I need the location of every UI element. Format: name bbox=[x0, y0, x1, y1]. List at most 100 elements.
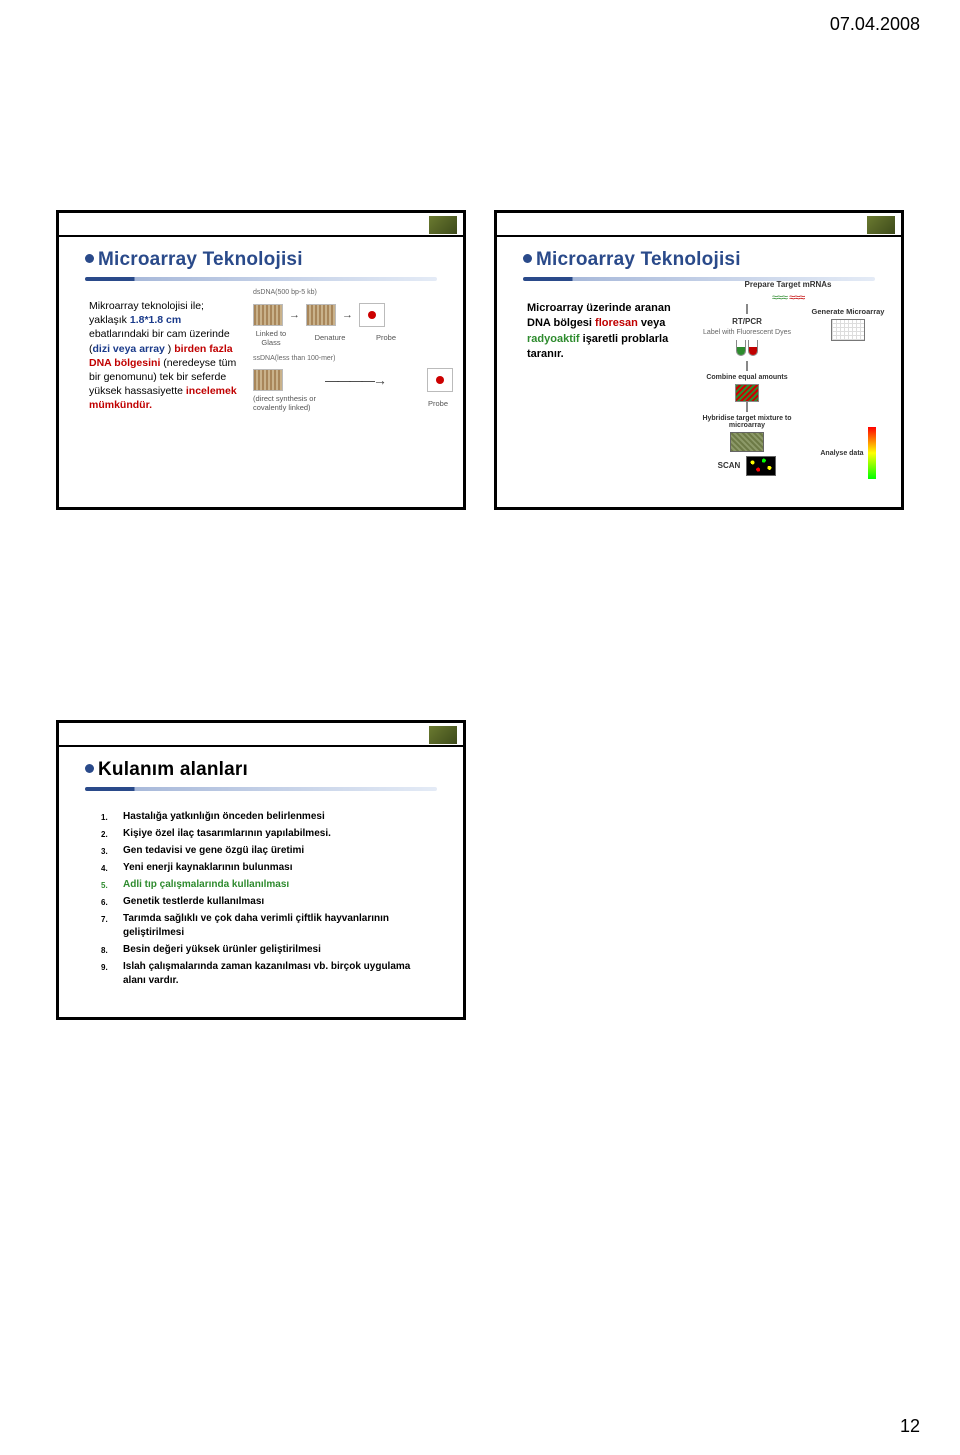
slide-title-wrap: Kulanım alanları bbox=[85, 759, 437, 791]
arrow-icon: → bbox=[289, 309, 300, 321]
step-generate: Generate Microarray bbox=[809, 307, 887, 316]
slide1-figure: dsDNA(500 bp-5 kb) → → Linked to Glass D… bbox=[253, 289, 453, 416]
page: 07.04.2008 12 Microarray Teknolojisi Mik… bbox=[0, 0, 960, 1455]
bullet-icon bbox=[85, 254, 94, 263]
fig-row-2-labels: (direct synthesis or covalently linked) … bbox=[253, 394, 453, 412]
step-analyse: Analyse data bbox=[820, 450, 863, 457]
mrna-red-icon: ≈≈≈ bbox=[789, 292, 804, 304]
usage-list: Hastalığa yatkınlığın önceden belirlenme… bbox=[101, 807, 433, 991]
slide-title-wrap: Microarray Teknolojisi bbox=[85, 249, 437, 281]
list-item: Hastalığa yatkınlığın önceden belirlenme… bbox=[101, 810, 433, 824]
slide-title: Microarray Teknolojisi bbox=[85, 249, 437, 271]
fig-cap-dsdna: dsDNA(500 bp-5 kb) bbox=[253, 289, 453, 297]
flow-line-icon bbox=[746, 304, 748, 314]
slide-header-bar bbox=[497, 213, 901, 237]
t-array: dizi veya array bbox=[93, 343, 165, 355]
page-number: 12 bbox=[900, 1416, 920, 1437]
glass-chip-icon bbox=[253, 304, 283, 326]
list-item: Yeni enerji kaynaklarının bulunması bbox=[101, 861, 433, 875]
flow-row: RT/PCR Label with Fluorescent Dyes Combi… bbox=[689, 304, 887, 479]
bullet-icon bbox=[85, 764, 94, 773]
usage-ol: Hastalığa yatkınlığın önceden belirlenme… bbox=[101, 810, 433, 988]
lbl: (direct synthesis or covalently linked) bbox=[253, 394, 321, 412]
tube-red-icon bbox=[748, 340, 758, 356]
list-item: Adli tıp çalışmalarında kullanılması bbox=[101, 878, 433, 892]
slide2-body-text: Microarray üzerinde aranan DNA bölgesi f… bbox=[527, 301, 677, 363]
t: ) bbox=[165, 343, 171, 355]
slide-title: Microarray Teknolojisi bbox=[523, 249, 875, 271]
list-item: Tarımda sağlıklı ve çok daha verimli çif… bbox=[101, 912, 433, 940]
lbl: Denature bbox=[312, 333, 348, 342]
list-item: Kişiye özel ilaç tasarımlarının yapılabi… bbox=[101, 827, 433, 841]
step-prepare: Prepare Target mRNAs bbox=[689, 280, 887, 289]
probe-dot-icon bbox=[359, 303, 385, 327]
title-underline bbox=[85, 277, 437, 281]
step-scan: SCAN bbox=[718, 461, 741, 470]
fig-cap-ssdna: ssDNA(less than 100-mer) bbox=[253, 355, 453, 363]
fig-row-2: ————→ bbox=[253, 368, 453, 392]
page-date: 07.04.2008 bbox=[830, 14, 920, 35]
arrow-icon: → bbox=[342, 309, 353, 321]
fig-row-1: → → bbox=[253, 303, 453, 327]
bullet-icon bbox=[523, 254, 532, 263]
list-item: Genetik testlerde kullanılması bbox=[101, 895, 433, 909]
glass-chip-icon bbox=[253, 369, 283, 391]
li-text: Besin değeri yüksek ürünler geliştirilme… bbox=[123, 944, 321, 955]
colorbar-icon bbox=[868, 427, 876, 479]
slide-header-bar bbox=[59, 213, 463, 237]
li-text: Tarımda sağlıklı ve çok daha verimli çif… bbox=[123, 913, 389, 938]
step-label-dyes: Label with Fluorescent Dyes bbox=[689, 329, 805, 337]
t-dim: 1.8*1.8 cm bbox=[130, 314, 181, 326]
list-item: Islah çalışmalarında zaman kazanılması v… bbox=[101, 960, 433, 988]
arrow-long-icon: ————→ bbox=[289, 372, 421, 388]
tube-green-icon bbox=[736, 340, 746, 356]
flow-line-icon bbox=[746, 402, 748, 412]
t: yaklaşık bbox=[89, 314, 130, 326]
blank-microarray-icon bbox=[831, 319, 865, 341]
scanned-chip-icon bbox=[746, 456, 776, 476]
li-text: Adli tıp çalışmalarında kullanılması bbox=[123, 879, 289, 890]
step-hybridise: Hybridise target mixture to microarray bbox=[689, 415, 805, 429]
step-rtpcr: RT/PCR bbox=[689, 317, 805, 326]
lbl: Probe bbox=[423, 399, 453, 408]
flow-line-icon bbox=[746, 361, 748, 371]
li-text: Islah çalışmalarında zaman kazanılması v… bbox=[123, 961, 410, 986]
fig-row-1-labels: Linked to Glass Denature Probe bbox=[253, 329, 453, 347]
microarray-thumb-icon bbox=[867, 216, 895, 234]
analyse-row: Analyse data bbox=[809, 427, 887, 479]
mrna-pair-icon: ≈≈≈ ≈≈≈ bbox=[689, 292, 887, 304]
t: Mikroarray teknolojisi ile; bbox=[89, 300, 204, 312]
hybridised-chip-icon bbox=[730, 432, 764, 452]
probe-dot-icon bbox=[427, 368, 453, 392]
tube-pair-icon bbox=[689, 340, 805, 358]
title-text: Microarray Teknolojisi bbox=[98, 249, 303, 270]
slide-microarray-tech-1: Microarray Teknolojisi Mikroarray teknol… bbox=[56, 210, 466, 510]
right-col: Generate Microarray Analyse data bbox=[809, 304, 887, 479]
microarray-thumb-icon bbox=[429, 726, 457, 744]
microarray-thumb-icon bbox=[429, 216, 457, 234]
left-col: RT/PCR Label with Fluorescent Dyes Combi… bbox=[689, 304, 805, 476]
step-combine: Combine equal amounts bbox=[689, 374, 805, 381]
title-underline bbox=[85, 787, 437, 791]
lbl: Probe bbox=[371, 333, 401, 342]
scan-row: SCAN bbox=[689, 456, 805, 476]
slide-header-bar bbox=[59, 723, 463, 747]
spacer bbox=[809, 341, 887, 427]
li-text: Hastalığa yatkınlığın önceden belirlenme… bbox=[123, 811, 325, 822]
title-text: Microarray Teknolojisi bbox=[536, 249, 741, 270]
t-floresan: floresan bbox=[595, 317, 641, 329]
list-item: Besin değeri yüksek ürünler geliştirilme… bbox=[101, 943, 433, 957]
mrna-green-icon: ≈≈≈ bbox=[772, 292, 787, 304]
slide-usage-areas: Kulanım alanları Hastalığa yatkınlığın ö… bbox=[56, 720, 466, 1020]
li-text: Kişiye özel ilaç tasarımlarının yapılabi… bbox=[123, 828, 331, 839]
denature-chip-icon bbox=[306, 304, 336, 326]
li-text: Gen tedavisi ve gene özgü ilaç üretimi bbox=[123, 845, 304, 856]
slide-microarray-tech-2: Microarray Teknolojisi Microarray üzerin… bbox=[494, 210, 904, 510]
t: veya bbox=[641, 317, 665, 329]
lbl: Linked to Glass bbox=[253, 329, 289, 347]
slide1-body-text: Mikroarray teknolojisi ile; yaklaşık 1.8… bbox=[89, 299, 249, 412]
title-text: Kulanım alanları bbox=[98, 759, 248, 780]
slide2-figure: Prepare Target mRNAs ≈≈≈ ≈≈≈ RT/PCR Labe… bbox=[689, 277, 887, 479]
list-item: Gen tedavisi ve gene özgü ilaç üretimi bbox=[101, 844, 433, 858]
t-radyoaktif: radyoaktif bbox=[527, 333, 580, 345]
